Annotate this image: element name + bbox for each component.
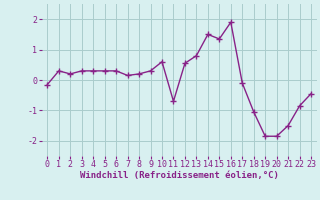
X-axis label: Windchill (Refroidissement éolien,°C): Windchill (Refroidissement éolien,°C): [80, 171, 279, 180]
